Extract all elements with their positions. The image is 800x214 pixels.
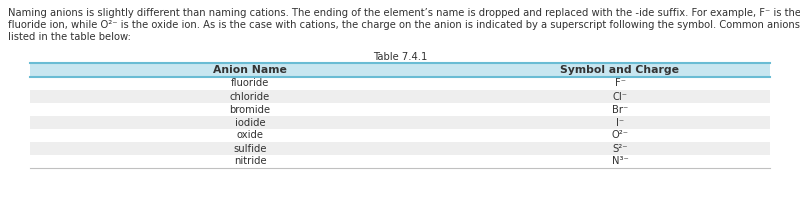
- Text: oxide: oxide: [237, 131, 263, 141]
- Text: S²⁻: S²⁻: [612, 144, 628, 153]
- Text: N³⁻: N³⁻: [612, 156, 628, 166]
- Bar: [30, 129, 770, 142]
- Text: iodide: iodide: [234, 117, 266, 128]
- Text: listed in the table below:: listed in the table below:: [8, 32, 131, 42]
- Text: chloride: chloride: [230, 92, 270, 101]
- Text: I⁻: I⁻: [616, 117, 624, 128]
- Text: Table 7.4.1: Table 7.4.1: [373, 52, 427, 62]
- Text: Anion Name: Anion Name: [213, 65, 287, 75]
- Text: fluoride: fluoride: [231, 79, 269, 89]
- Text: Br⁻: Br⁻: [612, 104, 628, 114]
- Bar: [30, 103, 770, 116]
- Text: F⁻: F⁻: [614, 79, 626, 89]
- Bar: [30, 63, 770, 77]
- Bar: [30, 142, 770, 155]
- Bar: [30, 155, 770, 168]
- Bar: [30, 90, 770, 103]
- Text: O²⁻: O²⁻: [611, 131, 629, 141]
- Text: Naming anions is slightly different than naming cations. The ending of the eleme: Naming anions is slightly different than…: [8, 8, 800, 18]
- Text: nitride: nitride: [234, 156, 266, 166]
- Bar: [30, 77, 770, 90]
- Text: fluoride ion, while O²⁻ is the oxide ion. As is the case with cations, the charg: fluoride ion, while O²⁻ is the oxide ion…: [8, 20, 800, 30]
- Text: bromide: bromide: [230, 104, 270, 114]
- Text: sulfide: sulfide: [234, 144, 266, 153]
- Text: Cl⁻: Cl⁻: [613, 92, 627, 101]
- Text: Symbol and Charge: Symbol and Charge: [561, 65, 679, 75]
- Bar: [30, 116, 770, 129]
